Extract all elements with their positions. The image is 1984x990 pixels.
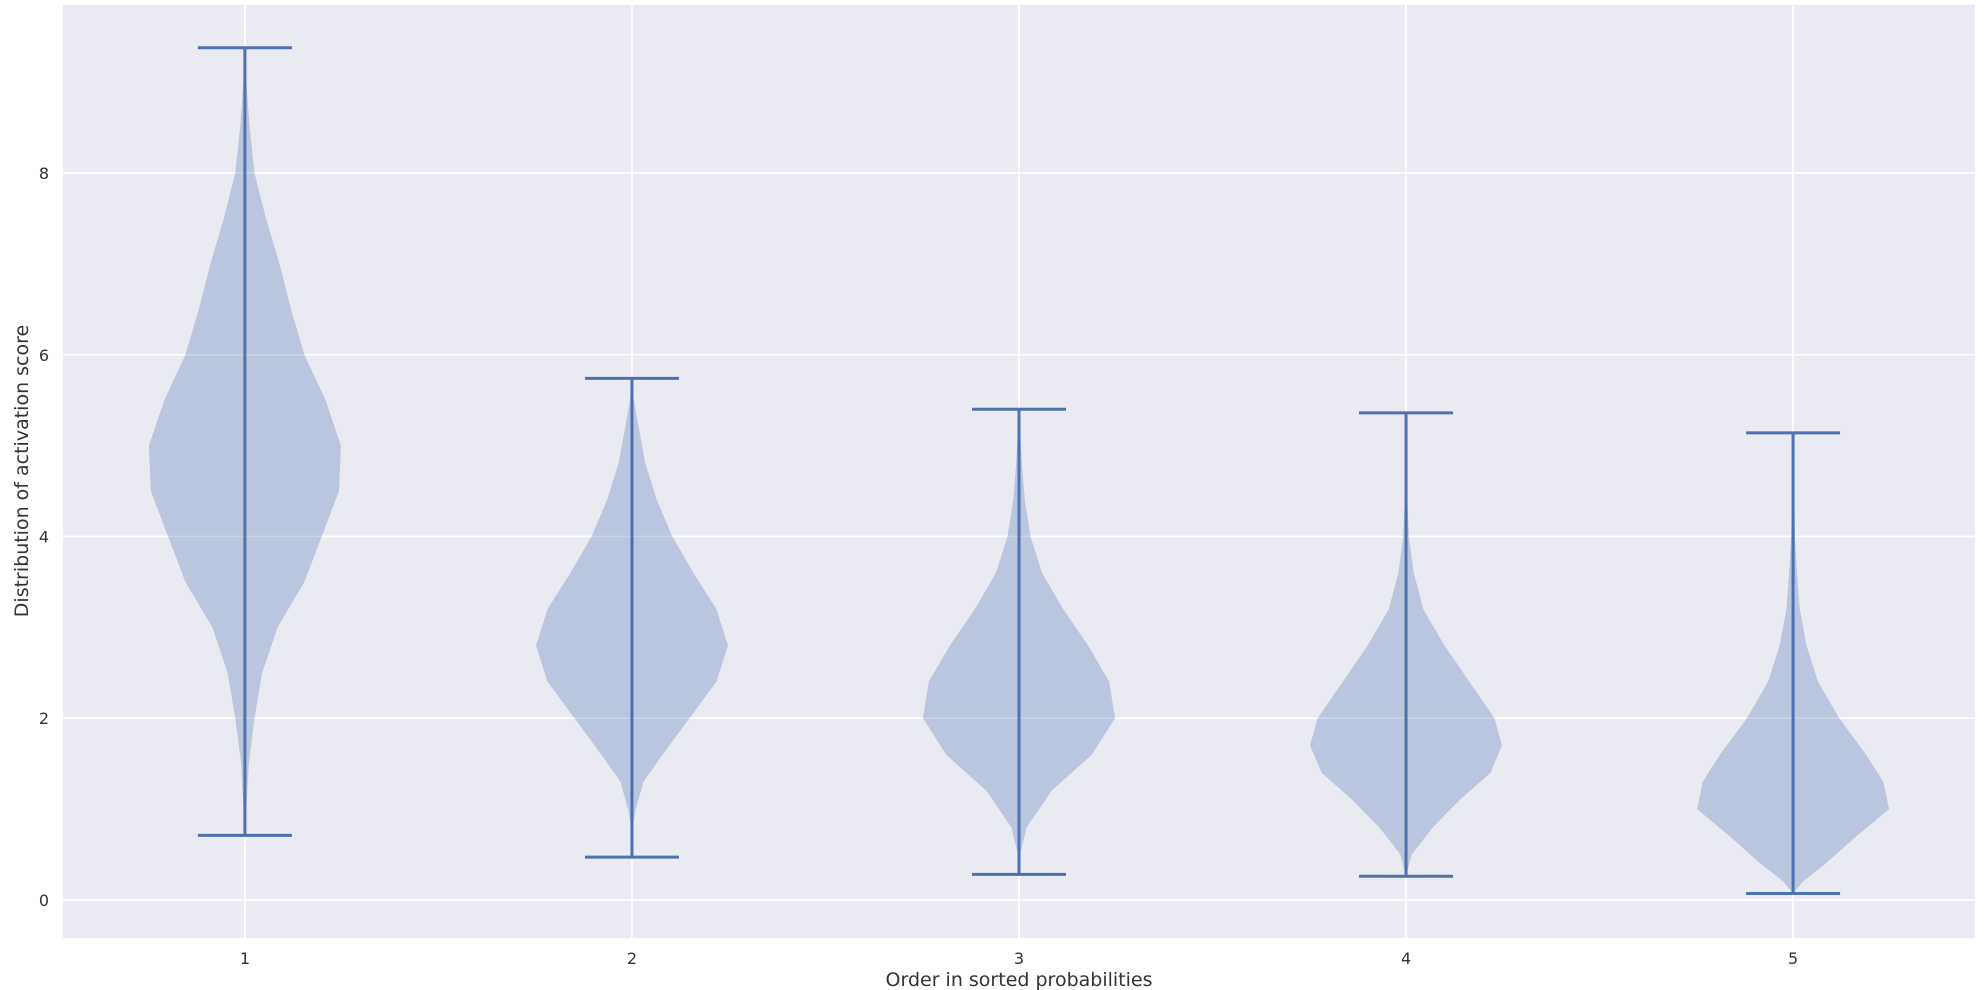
x-axis-label: Order in sorted probabilities (886, 969, 1153, 990)
y-tick-label: 4 (39, 527, 49, 546)
x-tick-label: 5 (1788, 949, 1798, 968)
y-tick-label: 6 (39, 346, 49, 365)
x-tick-label: 4 (1401, 949, 1411, 968)
violins (148, 46, 1890, 895)
x-tick-label: 2 (627, 949, 637, 968)
y-tick-label: 2 (39, 709, 49, 728)
y-tick-labels: 0 2 4 6 8 (39, 164, 49, 910)
x-tick-label: 3 (1014, 949, 1024, 968)
x-tick-label: 1 (240, 949, 250, 968)
y-tick-label: 8 (39, 164, 49, 183)
x-tick-labels: 1 2 3 4 5 (240, 949, 1798, 968)
y-tick-label: 0 (39, 891, 49, 910)
y-axis-label: Distribution of activation score (11, 325, 33, 617)
